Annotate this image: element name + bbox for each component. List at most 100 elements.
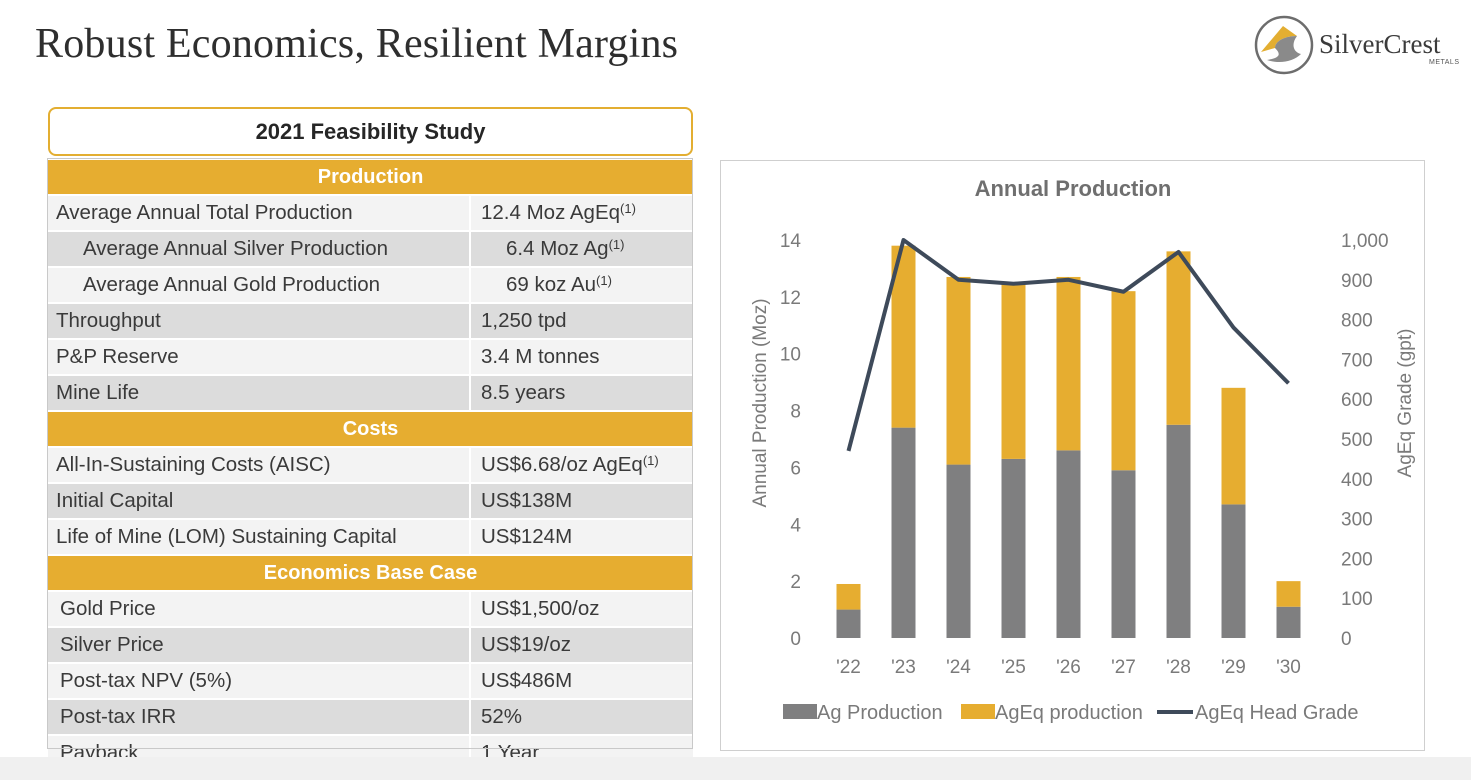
bar-ag-production xyxy=(891,427,916,638)
row-value: US$124M xyxy=(468,519,694,556)
y2-tick-label: 300 xyxy=(1341,510,1373,531)
table-row: Post-tax NPV (5%) US$486M xyxy=(48,663,694,700)
bar-ag-production xyxy=(836,609,861,638)
table-row: Silver Price US$19/oz xyxy=(48,627,694,664)
x-tick-label: '23 xyxy=(891,657,916,678)
row-label: Life of Mine (LOM) Sustaining Capital xyxy=(48,519,470,556)
row-label: P&P Reserve xyxy=(48,339,470,376)
row-label: All-In-Sustaining Costs (AISC) xyxy=(48,447,470,484)
row-label: Average Annual Total Production xyxy=(48,195,470,232)
table-row: Mine Life 8.5 years xyxy=(48,375,694,412)
table-row: Throughput 1,250 tpd xyxy=(48,303,694,340)
y-tick-label: 4 xyxy=(790,515,801,536)
legend-label: AgEq Head Grade xyxy=(1195,702,1358,724)
y-tick-label: 14 xyxy=(780,231,802,252)
row-value: 6.4 Moz Ag(1) xyxy=(468,231,694,268)
y-tick-label: 6 xyxy=(790,458,801,479)
footer-band xyxy=(0,757,1471,780)
y2-tick-label: 1,000 xyxy=(1341,231,1389,252)
legend-swatch-ag-production xyxy=(783,704,817,719)
bar-ageq-production xyxy=(946,276,971,465)
y2-tick-label: 100 xyxy=(1341,589,1373,610)
table-row: Post-tax IRR 52% xyxy=(48,699,694,736)
table-row: Life of Mine (LOM) Sustaining Capital US… xyxy=(48,519,694,556)
section-header-label: Production xyxy=(48,160,694,196)
row-label: Average Annual Silver Production xyxy=(48,231,470,268)
row-value: US$6.68/oz AgEq(1) xyxy=(468,447,694,484)
annual-production-chart: Annual Production 0 2 4 6 8 10 12 14 0 100 200 300… xyxy=(750,176,1416,724)
bar-ag-production xyxy=(1166,424,1191,638)
row-value: 12.4 Moz AgEq(1) xyxy=(468,195,694,232)
chart-title: Annual Production xyxy=(975,176,1172,201)
silvercrest-logo-icon xyxy=(1254,15,1314,75)
row-value: 3.4 M tonnes xyxy=(468,339,694,376)
y2-tick-label: 200 xyxy=(1341,549,1373,570)
x-tick-label: '24 xyxy=(946,657,971,678)
y-tick-label: 8 xyxy=(790,402,801,423)
table-row: Average Annual Gold Production 69 koz Au… xyxy=(48,267,694,304)
y2-tick-label: 800 xyxy=(1341,311,1373,332)
y2-tick-label: 600 xyxy=(1341,390,1373,411)
table-row: P&P Reserve 3.4 M tonnes xyxy=(48,339,694,376)
bar-ageq-production xyxy=(1001,282,1026,459)
row-value: US$138M xyxy=(468,483,694,520)
row-value: US$486M xyxy=(468,663,694,700)
y-tick-label: 0 xyxy=(790,629,801,650)
row-value: 52% xyxy=(468,699,694,736)
bar-ageq-production xyxy=(836,583,861,610)
row-label: Average Annual Gold Production xyxy=(48,267,470,304)
row-label: Post-tax NPV (5%) xyxy=(48,663,470,700)
y-tick-label: 2 xyxy=(790,572,801,593)
table-row: Average Annual Silver Production 6.4 Moz… xyxy=(48,231,694,268)
legend-label: AgEq production xyxy=(995,702,1143,724)
feasibility-table: Production Average Annual Total Producti… xyxy=(48,160,694,772)
row-label: Post-tax IRR xyxy=(48,699,470,736)
bar-ag-production xyxy=(1056,450,1081,638)
row-label: Gold Price xyxy=(48,591,470,628)
study-title-box: 2021 Feasibility Study xyxy=(48,107,693,156)
y2-tick-label: 0 xyxy=(1341,629,1352,650)
chart-legend: Ag Production AgEq production AgEq Head Gr… xyxy=(783,702,1358,724)
row-value: US$1,500/oz xyxy=(468,591,694,628)
bar-ag-production xyxy=(1001,458,1026,638)
section-header-label: Economics Base Case xyxy=(48,555,694,592)
section-header-production: Production xyxy=(48,160,694,196)
section-header-label: Costs xyxy=(48,411,694,448)
legend-label: Ag Production xyxy=(817,702,943,724)
table-row: Initial Capital US$138M xyxy=(48,483,694,520)
table-row: Gold Price US$1,500/oz xyxy=(48,591,694,628)
page-title: Robust Economics, Resilient Margins xyxy=(35,21,679,67)
y2-tick-label: 900 xyxy=(1341,271,1373,292)
x-tick-label: '26 xyxy=(1056,657,1081,678)
bar-ageq-production xyxy=(1166,251,1191,425)
x-tick-label: '27 xyxy=(1111,657,1136,678)
row-value: US$19/oz xyxy=(468,627,694,664)
row-value: 8.5 years xyxy=(468,375,694,412)
row-label: Initial Capital xyxy=(48,483,470,520)
logo-name: SilverCrest xyxy=(1319,29,1441,59)
table-row: All-In-Sustaining Costs (AISC) US$6.68/o… xyxy=(48,447,694,484)
x-tick-label: '28 xyxy=(1166,657,1191,678)
row-label: Mine Life xyxy=(48,375,470,412)
bar-ag-production xyxy=(946,464,971,638)
table-row: Average Annual Total Production 12.4 Moz… xyxy=(48,195,694,232)
y-tick-label: 12 xyxy=(780,288,801,309)
y-tick-label: 10 xyxy=(780,345,801,366)
bar-ag-production xyxy=(1276,606,1301,638)
y2-tick-label: 400 xyxy=(1341,470,1373,491)
row-value: 1,250 tpd xyxy=(468,303,694,340)
y-axis-label: Annual Production (Moz) xyxy=(750,298,771,507)
row-label: Throughput xyxy=(48,303,470,340)
bar-ag-production xyxy=(1221,504,1246,638)
row-value: 69 koz Au(1) xyxy=(468,267,694,304)
bar-ag-production xyxy=(1111,470,1136,638)
bar-ageq-production xyxy=(1111,291,1136,471)
x-tick-label: '29 xyxy=(1221,657,1246,678)
row-label: Silver Price xyxy=(48,627,470,664)
x-tick-label: '25 xyxy=(1001,657,1026,678)
section-header-economics: Economics Base Case xyxy=(48,555,694,592)
logo-subtitle: METALS xyxy=(1429,59,1460,66)
y2-axis-label: AgEq Grade (gpt) xyxy=(1395,329,1416,478)
bar-ageq-production xyxy=(1276,581,1301,607)
bar-ageq-production xyxy=(1056,276,1081,451)
